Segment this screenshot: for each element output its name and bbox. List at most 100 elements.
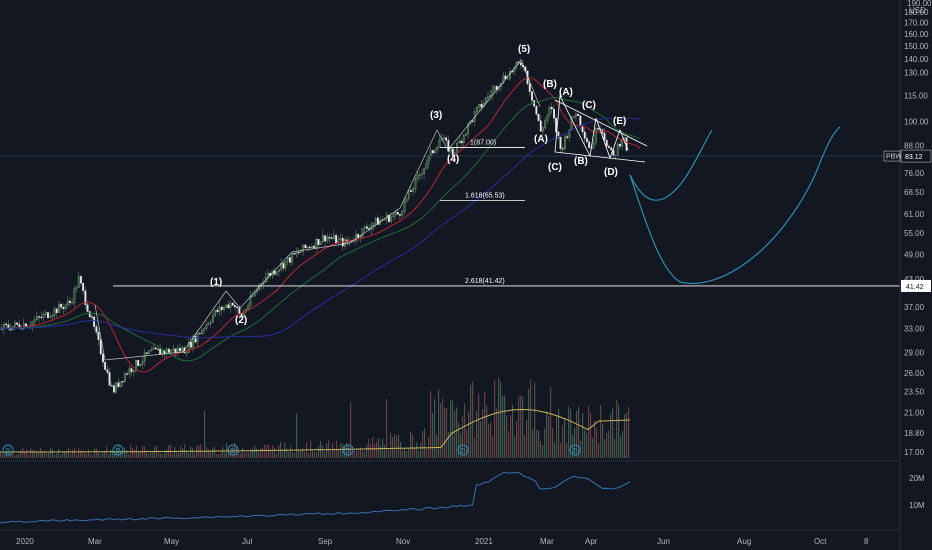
candle-body xyxy=(42,314,45,318)
candle-body xyxy=(561,148,564,150)
candle-body xyxy=(110,385,113,387)
candle-body xyxy=(128,368,131,375)
volume-bar xyxy=(114,450,116,458)
volume-bar xyxy=(262,447,264,458)
volume-bar xyxy=(562,425,564,458)
candle-body xyxy=(227,304,230,309)
volume-bar xyxy=(110,450,112,458)
candle-body xyxy=(597,128,599,130)
dividend-marker xyxy=(112,444,124,456)
volume-bar xyxy=(196,446,198,458)
candle-body xyxy=(192,335,195,348)
candle-body xyxy=(170,350,173,353)
candle-body xyxy=(572,116,575,118)
volume-bar xyxy=(40,447,42,458)
candle-body xyxy=(150,349,153,351)
wave-label: (3) xyxy=(430,110,442,121)
volume-bar xyxy=(206,447,208,458)
volume-bar xyxy=(516,421,518,458)
volume-bar xyxy=(90,454,92,458)
candle-body xyxy=(284,261,287,269)
volume-bar xyxy=(476,410,478,458)
volume-bar xyxy=(424,428,426,458)
volume-bar xyxy=(8,450,10,458)
volume-bar xyxy=(618,404,620,458)
candle-body xyxy=(443,137,445,139)
volume-bar xyxy=(542,445,544,458)
candle-body xyxy=(313,246,316,248)
wave-label: (B) xyxy=(543,79,557,90)
candle-body xyxy=(612,149,615,156)
volume-bar xyxy=(18,454,20,458)
x-tick-label: Jul xyxy=(242,537,252,546)
y-tick-label: 23.50 xyxy=(904,388,925,397)
candle-body xyxy=(506,78,509,80)
volume-bar xyxy=(318,446,320,458)
volume-bar xyxy=(32,450,34,458)
candle-body xyxy=(119,381,122,387)
volume-bar xyxy=(202,451,204,458)
volume-bar xyxy=(466,428,468,458)
y-tick-label: 76.00 xyxy=(904,169,925,178)
y-tick-label: 68.50 xyxy=(904,188,925,197)
candle-body xyxy=(436,146,439,151)
volume-bar xyxy=(450,400,452,458)
volume-bar xyxy=(132,448,134,458)
candle-body xyxy=(201,330,203,334)
candle-body xyxy=(414,178,417,190)
volume-bar xyxy=(204,410,206,458)
candle-body xyxy=(542,127,544,132)
candle-body xyxy=(447,140,450,152)
candle-body xyxy=(53,308,56,316)
ma-long-line xyxy=(0,117,641,339)
volume-bar xyxy=(580,440,582,458)
candle-body xyxy=(458,140,461,144)
candle-body xyxy=(539,120,542,132)
volume-bar xyxy=(250,449,252,458)
volume-bar xyxy=(72,449,74,458)
volume-bar xyxy=(508,430,510,458)
volume-bar xyxy=(364,451,366,458)
volume-bar xyxy=(248,452,250,458)
y-tick-label: 43.00 xyxy=(904,275,925,284)
candle-body xyxy=(214,309,217,316)
volume-bar xyxy=(292,452,294,458)
axis-background xyxy=(900,0,932,550)
candle-body xyxy=(401,211,404,216)
candle-body xyxy=(77,276,80,288)
volume-bar xyxy=(390,433,392,458)
candle-body xyxy=(157,348,159,350)
volume-bar xyxy=(496,408,498,458)
candle-body xyxy=(531,91,533,101)
volume-bar xyxy=(534,382,536,458)
candle-body xyxy=(143,352,146,362)
volume-bar xyxy=(226,442,228,458)
volume-bar xyxy=(242,447,244,458)
volume-bar xyxy=(556,416,558,458)
fib-label: 1.618(65.53) xyxy=(465,192,505,199)
volume-bar xyxy=(26,449,28,458)
x-tick-label: Aug xyxy=(737,537,751,546)
candle-body xyxy=(300,251,302,253)
y-tick-label: 17.00 xyxy=(904,448,925,457)
candle-body xyxy=(51,315,54,318)
volume-bar xyxy=(216,454,218,458)
volume-bar xyxy=(96,448,98,458)
volume-bar xyxy=(78,447,80,458)
volume-bar xyxy=(272,444,274,458)
candle-body xyxy=(282,263,285,269)
wave-label: (D) xyxy=(604,167,618,178)
candle-body xyxy=(315,239,318,248)
candle-body xyxy=(49,316,52,318)
volume-bar xyxy=(160,453,162,458)
elliott-wave-annotations: (1)(2)(3)(4)(5)(A)(B)(C)(A)(B)(C)(D)(E) xyxy=(94,44,648,361)
candle-body xyxy=(174,348,177,353)
volume-bar xyxy=(578,406,580,458)
volume-bar xyxy=(24,451,26,458)
volume-bar xyxy=(610,413,612,458)
volume-bar xyxy=(530,379,532,458)
volume-bar xyxy=(538,430,540,458)
candle-body xyxy=(335,235,338,244)
